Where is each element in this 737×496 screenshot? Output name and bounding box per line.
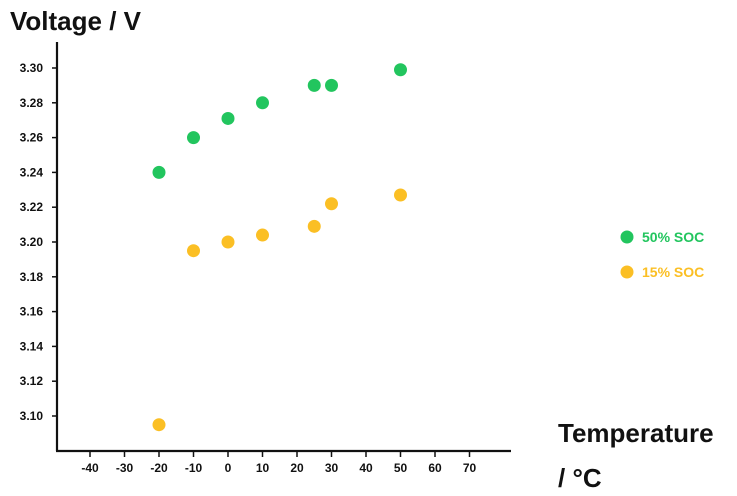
data-point-series-1 [256,96,269,110]
data-point-series-1 [394,63,407,77]
data-point-series-2 [221,235,235,249]
data-point-series-1 [325,78,338,92]
x-tick-label: -20 [150,461,168,475]
y-tick-label: 3.12 [20,374,44,388]
y-tick-label: 3.16 [20,305,44,319]
legend-label: 15% SOC [642,264,704,280]
y-tick-label: 3.30 [20,61,44,75]
legend: 50% SOC 15% SOC [620,229,704,280]
data-point-series-2 [325,197,338,211]
x-tick-label: 30 [325,461,339,475]
y-tick-label: 3.20 [20,235,44,249]
data-point-series-1 [187,131,200,145]
legend-marker [620,230,634,244]
data-point-series-2 [152,418,166,432]
legend-marker [620,265,634,279]
x-axis-title-line2: / °C [558,463,602,493]
x-axis-title-line1: Temperature [558,418,714,448]
y-ticks: 3.10 3.12 3.14 3.16 3.18 3.20 3.22 3.24 3.26 3.28… [20,61,57,423]
data-point-series-1 [307,78,321,92]
data-point-series-2 [187,244,200,258]
x-tick-label: 50 [394,461,408,475]
y-tick-label: 3.26 [20,131,44,145]
x-tick-label: 60 [428,461,442,475]
data-point-series-1 [221,111,235,125]
y-tick-label: 3.10 [20,409,44,423]
x-tick-label: 0 [225,461,232,475]
y-tick-label: 3.18 [20,270,44,284]
x-tick-label: 70 [463,461,477,475]
x-tick-label: 10 [256,461,270,475]
y-tick-label: 3.14 [20,339,44,353]
data-point-series-1 [152,165,166,179]
axes [55,42,511,453]
data-points [152,63,407,432]
y-axis-title: Voltage / V [10,6,142,36]
y-tick-label: 3.28 [20,96,44,110]
x-tick-label: -30 [116,461,134,475]
legend-label: 50% SOC [642,229,704,245]
y-tick-label: 3.22 [20,200,44,214]
x-tick-label: 20 [290,461,304,475]
x-ticks: -40 -30 -20 -10 0 10 20 30 40 50 60 70 [81,451,476,475]
x-tick-label: -10 [185,461,203,475]
y-tick-label: 3.24 [20,165,44,179]
x-tick-label: -40 [81,461,99,475]
x-tick-label: 40 [359,461,373,475]
data-point-series-2 [256,228,269,242]
data-point-series-2 [307,219,321,233]
data-point-series-2 [394,188,407,202]
